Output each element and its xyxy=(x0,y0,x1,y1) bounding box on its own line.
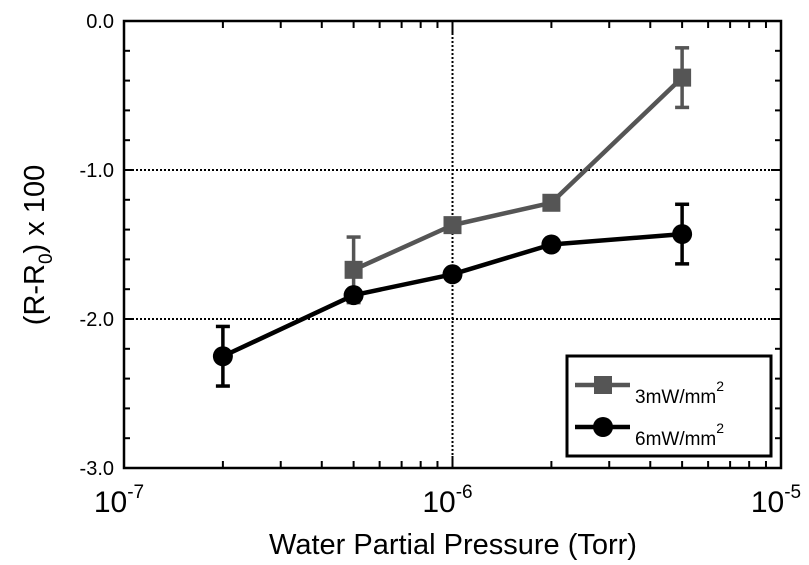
data-point-3mw xyxy=(542,193,561,212)
x-tick-label-exponent: -5 xyxy=(784,482,801,503)
legend-label-6mw-sup: 2 xyxy=(716,420,724,436)
data-point-3mw xyxy=(673,68,692,87)
y-tick-label: -1.0 xyxy=(80,160,114,182)
x-tick-label: 10-7 xyxy=(94,482,144,519)
x-tick-label-base: 10 xyxy=(422,486,455,519)
y-tick-label: -3.0 xyxy=(80,458,114,480)
data-point-6mw xyxy=(212,346,233,367)
data-point-6mw xyxy=(343,285,364,306)
x-tick-label-base: 10 xyxy=(751,486,784,519)
legend-label-3mw: 3mW/mm2 xyxy=(635,378,724,408)
y-axis-label-tail: ) x 100 xyxy=(19,165,51,254)
legend: 3mW/mm2 6mW/mm2 xyxy=(565,354,773,458)
y-tick-label: 0.0 xyxy=(86,11,114,33)
x-tick-label: 10-5 xyxy=(751,482,801,519)
data-point-6mw xyxy=(541,234,562,255)
plot-frame xyxy=(122,19,783,470)
x-tick-label-base: 10 xyxy=(94,486,127,519)
legend-box xyxy=(565,354,773,458)
data-point-3mw xyxy=(443,216,462,235)
legend-label-6mw: 6mW/mm2 xyxy=(635,420,724,450)
grid xyxy=(124,21,781,468)
x-tick-label: 10-6 xyxy=(422,482,472,519)
series xyxy=(212,46,693,388)
x-tick-label-exponent: -7 xyxy=(127,482,144,503)
series-line-3mw xyxy=(352,75,684,272)
tick-labels: 0.0-1.0-2.0-3.010-7 10-6 10-5 xyxy=(80,11,802,519)
data-point-6mw xyxy=(442,264,463,285)
y-axis-label-subscript: 0 xyxy=(36,253,57,264)
x-tick-label-exponent: -6 xyxy=(456,482,473,503)
legend-label-6mw-main: 6mW/mm xyxy=(635,429,716,450)
legend-label-3mw-sup: 2 xyxy=(716,378,724,394)
data-point-6mw xyxy=(672,224,693,245)
legend-marker-6mw xyxy=(593,417,613,437)
legend-label-3mw-main: 3mW/mm xyxy=(635,387,716,408)
data-point-3mw xyxy=(344,260,363,279)
y-axis-label: (R-R0) x 100 xyxy=(19,165,57,325)
y-tick-label: -2.0 xyxy=(80,309,114,331)
x-axis-label: Water Partial Pressure (Torr) xyxy=(269,529,637,561)
y-axis-label-main: (R-R xyxy=(19,264,51,325)
legend-marker-3mw xyxy=(594,376,612,394)
